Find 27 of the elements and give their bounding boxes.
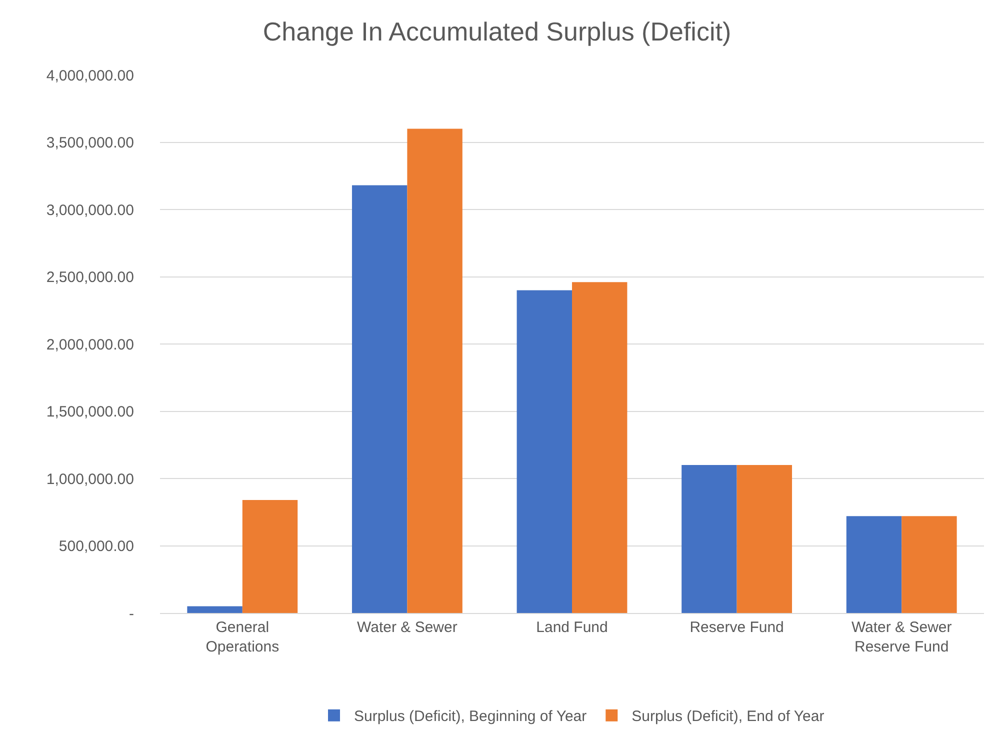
bar — [407, 128, 462, 613]
bar — [572, 282, 628, 613]
y-tick-label: - — [129, 605, 134, 622]
bar — [902, 516, 957, 613]
y-tick-label: 1,500,000.00 — [46, 404, 134, 420]
y-tick-label: 1,000,000.00 — [46, 470, 134, 488]
x-tick-label: Water & Sewer Reserve Fund — [851, 619, 952, 656]
y-tick-label: 4,000,000.00 — [46, 67, 134, 84]
bar — [242, 500, 298, 613]
bar — [682, 465, 737, 613]
y-tick-label: 500,000.00 — [58, 538, 134, 555]
bar — [187, 606, 242, 613]
x-tick-label: Land Fund — [536, 619, 608, 636]
bar — [846, 516, 902, 613]
y-tick-label: 2,500,000.00 — [46, 269, 134, 286]
legend-label: Surplus (Deficit), End of Year — [632, 708, 824, 726]
bar — [736, 465, 792, 613]
chart-title: Change In Accumulated Surplus (Deficit) — [262, 16, 732, 46]
bar — [516, 290, 572, 613]
y-tick-label: 3,000,000.00 — [46, 202, 134, 219]
x-tick-label: Reserve Fund — [690, 619, 784, 636]
y-tick-label: 3,500,000.00 — [46, 134, 134, 152]
x-tick-label: Water & Sewer — [357, 619, 458, 636]
y-tick-label: 2,000,000.00 — [46, 336, 134, 354]
x-tick-label: General Operations — [206, 619, 280, 656]
legend-label: Surplus (Deficit), Beginning of Year — [354, 708, 587, 726]
bar — [352, 185, 408, 613]
